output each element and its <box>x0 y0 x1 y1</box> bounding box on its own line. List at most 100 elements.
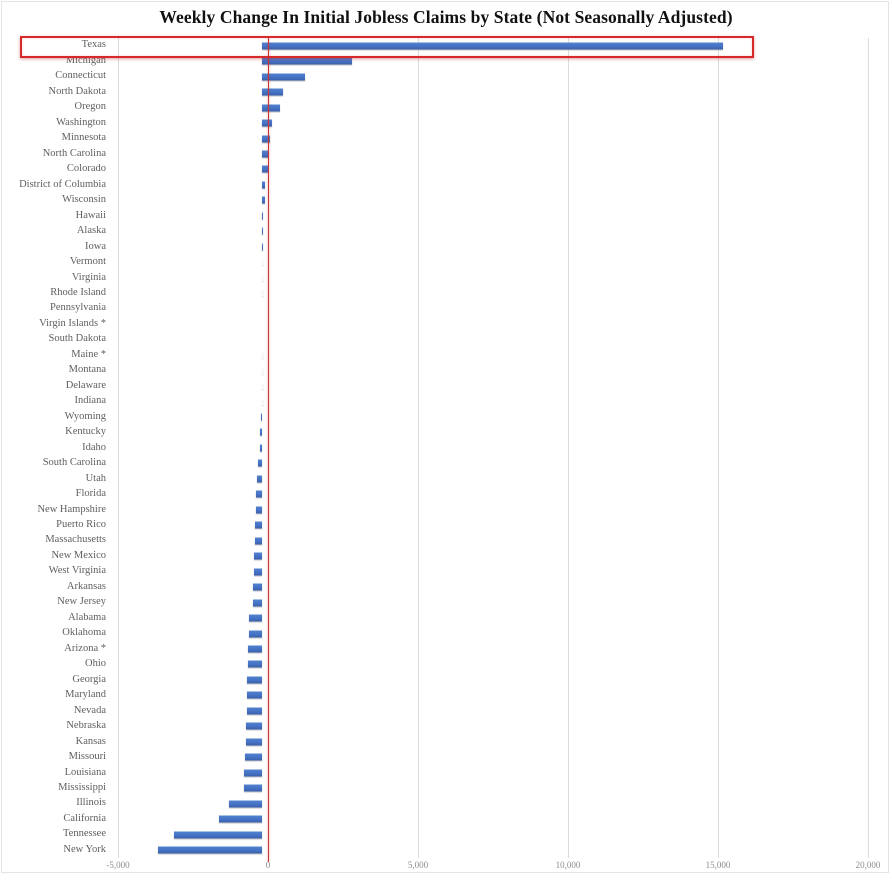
bar-track <box>112 208 862 223</box>
bar <box>253 583 262 591</box>
bar-track <box>112 425 862 440</box>
bar <box>256 490 262 498</box>
bar <box>260 428 262 436</box>
bar-track <box>112 409 862 424</box>
zero-axis-line <box>268 38 269 862</box>
bar-track <box>112 100 862 115</box>
bar-track <box>112 239 862 254</box>
bar <box>262 119 272 127</box>
state-label: New Mexico <box>51 549 106 561</box>
state-label: Maine * <box>71 348 106 360</box>
chart-row: Ohio <box>0 657 892 672</box>
chart-row: Maryland <box>0 688 892 703</box>
bar-track <box>112 703 862 718</box>
bar-track <box>112 53 862 68</box>
bar-track <box>112 471 862 486</box>
x-tick-label: 0 <box>265 860 271 870</box>
state-label: South Carolina <box>42 457 106 469</box>
state-label: Washington <box>56 116 106 128</box>
chart-row: Hawaii <box>0 208 892 223</box>
bar <box>253 568 262 576</box>
bar <box>244 769 262 777</box>
bar-track <box>112 548 862 563</box>
state-label: Pennsylvania <box>50 302 106 314</box>
chart-row: Minnesota <box>0 131 892 146</box>
chart-row: Georgia <box>0 672 892 687</box>
bar <box>262 88 283 96</box>
state-label: South Dakota <box>48 333 106 345</box>
chart-row: Utah <box>0 471 892 486</box>
chart-row: Massachusetts <box>0 533 892 548</box>
bar-track <box>112 115 862 130</box>
state-label: Kentucky <box>65 426 106 438</box>
chart-row: South Carolina <box>0 456 892 471</box>
bar <box>262 135 271 143</box>
bar-track <box>112 440 862 455</box>
bar-rows-layer: Texas Michigan Connecticut North Dakota Oreg… <box>0 38 892 858</box>
state-label: Florida <box>75 488 106 500</box>
state-label: Maryland <box>65 689 106 701</box>
texas-highlight-box <box>20 36 754 58</box>
bar-track <box>112 564 862 579</box>
bar-track <box>112 502 862 517</box>
bar-track <box>112 796 862 811</box>
state-label: Texas <box>81 39 106 51</box>
bar-track <box>112 842 862 857</box>
state-label: Oregon <box>74 101 107 113</box>
bar <box>255 506 262 514</box>
bar-track <box>112 193 862 208</box>
bar <box>262 196 265 204</box>
bar <box>246 707 262 715</box>
bar-track <box>112 224 862 239</box>
state-label: Idaho <box>82 441 106 453</box>
bar-track <box>112 255 862 270</box>
state-label: Virgin Islands * <box>39 317 106 329</box>
chart-row: Iowa <box>0 239 892 254</box>
bar <box>262 165 268 173</box>
state-label: Montana <box>68 364 106 376</box>
bar <box>262 227 264 235</box>
gridline <box>418 38 419 858</box>
bar <box>262 104 280 112</box>
bar-track <box>112 734 862 749</box>
bar-track <box>112 672 862 687</box>
bar-track <box>112 610 862 625</box>
bar-track <box>112 332 862 347</box>
bar <box>258 459 262 467</box>
state-label: Minnesota <box>61 132 106 144</box>
state-label: Vermont <box>69 256 106 268</box>
bar <box>259 444 262 452</box>
bar-track <box>112 533 862 548</box>
state-label: Louisiana <box>64 766 106 778</box>
bar-track <box>112 518 862 533</box>
chart-title: Weekly Change In Initial Jobless Claims … <box>159 7 733 27</box>
bar-track <box>112 84 862 99</box>
chart-row: Oklahoma <box>0 626 892 641</box>
state-label: Delaware <box>65 379 106 391</box>
x-tick-label: 20,000 <box>855 860 881 870</box>
bar <box>252 599 262 607</box>
chart-row: Connecticut <box>0 69 892 84</box>
chart-row: Illinois <box>0 796 892 811</box>
chart-row: Indiana <box>0 394 892 409</box>
state-label: Oklahoma <box>62 627 106 639</box>
chart-row: Washington <box>0 115 892 130</box>
chart-row: Puerto Rico <box>0 518 892 533</box>
chart-row: North Carolina <box>0 146 892 161</box>
x-tick-label: 5,000 <box>407 860 429 870</box>
bar <box>261 413 262 421</box>
state-label: California <box>63 812 106 824</box>
state-label: Virginia <box>71 271 106 283</box>
state-label: Connecticut <box>55 70 106 82</box>
state-label: Arizona * <box>64 642 106 654</box>
bar <box>247 691 262 699</box>
gridline <box>568 38 569 858</box>
bar-track <box>112 688 862 703</box>
gridline <box>718 38 719 858</box>
state-label: Arkansas <box>66 580 106 592</box>
x-tick-label: 10,000 <box>555 860 581 870</box>
bar <box>247 645 262 653</box>
chart-row: New Hampshire <box>0 502 892 517</box>
state-label: Indiana <box>74 395 107 407</box>
plot-area: Texas Michigan Connecticut North Dakota Oreg… <box>0 36 892 862</box>
